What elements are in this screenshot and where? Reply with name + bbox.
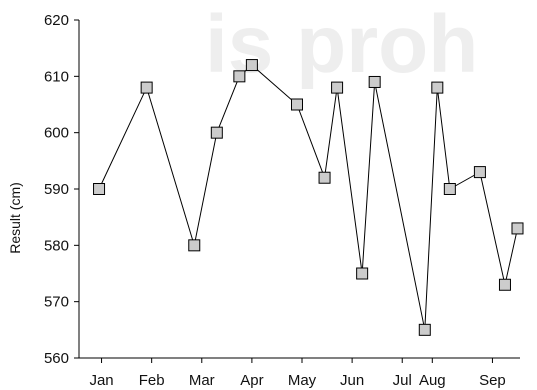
x-tick-label: Sep [479,372,506,389]
y-tick-label: 560 [44,350,69,367]
data-point-marker [245,59,258,72]
series-line [98,64,518,330]
data-point-marker [93,183,106,195]
x-tick-label: Jan [89,372,113,389]
data-point-marker [498,278,511,291]
x-tick-label: May [288,372,317,389]
x-tick-label: Jun [340,372,364,389]
data-point-marker [356,267,369,280]
x-tick-label: Jul [393,372,412,389]
y-tick-label: 610 [44,68,69,85]
y-tick-label: 620 [44,12,69,29]
data-point-marker [331,81,344,94]
y-tick-label: 600 [44,125,69,142]
data-point-marker [318,171,331,184]
data-point-marker [418,323,431,336]
x-axis: Jan Feb Mar Apr May Jun Jul Aug Sep [79,357,520,389]
y-tick-label: 590 [44,181,69,198]
y-tick-label: 580 [44,237,69,254]
x-tick-label: Feb [139,372,165,389]
data-point-marker [431,81,444,94]
y-axis: 560 570 580 590 600 610 620 [44,12,80,367]
data-point-marker [368,75,381,88]
data-point-marker [233,70,246,83]
data-point-marker [140,81,153,94]
watermark-text: is proh [205,0,478,90]
data-point-marker [511,222,524,235]
data-point-marker [290,98,303,111]
x-tick-label: Aug [419,372,446,389]
x-tick-label: Mar [189,372,215,389]
data-point-marker [188,239,201,252]
data-point-marker [473,166,486,179]
data-point-marker [443,183,456,195]
y-axis-label: Result (cm) [7,182,23,254]
data-point-marker [210,126,223,139]
x-tick-label: Apr [240,372,263,389]
y-tick-label: 570 [44,294,69,311]
data-markers [93,59,524,336]
series-line-group [98,64,518,330]
